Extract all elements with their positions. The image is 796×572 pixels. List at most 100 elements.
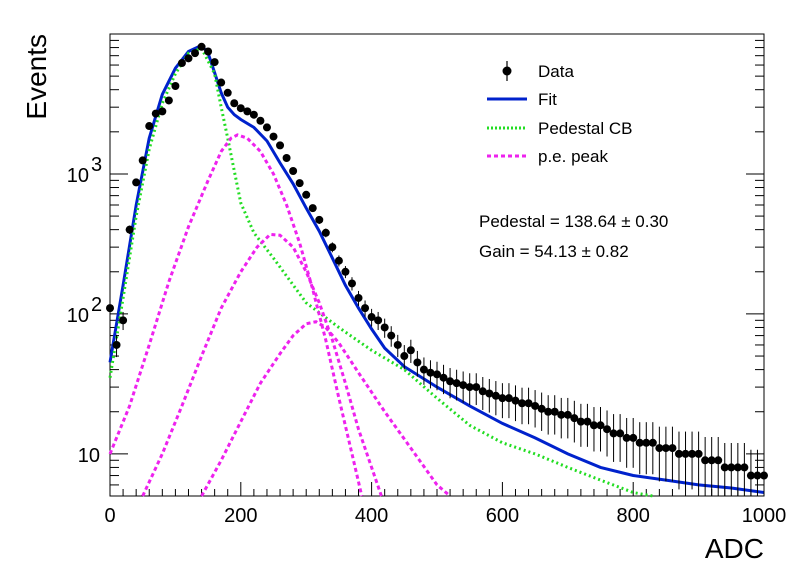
data-point xyxy=(655,426,664,482)
data-marker xyxy=(740,463,749,472)
data-point xyxy=(740,442,749,496)
data-marker xyxy=(387,331,396,340)
data-marker xyxy=(119,316,128,325)
x-tick-label: 1000 xyxy=(742,505,787,527)
data-marker xyxy=(269,132,278,141)
data-point xyxy=(570,400,579,443)
data-marker xyxy=(603,425,612,434)
data-marker xyxy=(236,104,245,113)
data-marker xyxy=(674,449,683,458)
data-marker xyxy=(707,456,716,465)
data-marker xyxy=(262,123,271,132)
data-point xyxy=(714,436,723,496)
data-marker xyxy=(694,449,703,458)
data-point xyxy=(276,141,285,150)
data-marker xyxy=(282,154,291,163)
data-point xyxy=(589,407,598,452)
data-point xyxy=(400,345,409,370)
data-marker xyxy=(400,352,409,361)
data-marker xyxy=(361,304,370,313)
gain-annotation: Gain = 54.13 ± 0.82 xyxy=(479,242,629,261)
data-marker xyxy=(419,365,428,374)
y-tick-exponent: 2 xyxy=(91,294,102,316)
data-point xyxy=(217,78,226,87)
data-point xyxy=(341,266,350,279)
data-marker xyxy=(720,463,729,472)
data-marker xyxy=(112,340,121,349)
data-marker xyxy=(583,417,592,426)
data-marker xyxy=(289,166,298,175)
legend-pe-label: p.e. peak xyxy=(538,147,608,166)
data-point xyxy=(648,422,657,475)
data-point xyxy=(308,204,317,213)
data-point xyxy=(688,431,697,490)
data-marker xyxy=(655,444,664,453)
data-point xyxy=(694,431,703,490)
data-point xyxy=(635,422,644,475)
data-marker xyxy=(151,109,160,118)
data-point xyxy=(459,371,468,403)
data-point xyxy=(472,373,481,406)
x-tick-label: 400 xyxy=(355,505,388,527)
data-marker xyxy=(132,178,141,187)
x-tick-label: 200 xyxy=(224,505,257,527)
data-point xyxy=(328,242,337,253)
data-marker xyxy=(504,394,513,403)
data-point xyxy=(302,190,311,199)
data-point xyxy=(315,215,324,224)
data-marker xyxy=(210,58,219,67)
data-marker xyxy=(439,373,448,382)
data-point xyxy=(119,311,128,331)
data-point xyxy=(151,109,160,118)
data-point xyxy=(524,387,533,425)
data-marker xyxy=(249,110,258,119)
data-point xyxy=(616,414,625,462)
data-marker xyxy=(518,399,527,408)
data-point xyxy=(413,350,422,377)
data-marker xyxy=(498,394,507,403)
data-point xyxy=(269,132,278,141)
data-point xyxy=(544,395,553,435)
data-point xyxy=(406,339,415,363)
data-point xyxy=(393,334,402,358)
data-point xyxy=(262,123,271,132)
data-point xyxy=(112,334,121,358)
data-point xyxy=(223,88,232,97)
data-marker xyxy=(733,463,742,472)
data-marker xyxy=(393,340,402,349)
data-marker xyxy=(537,404,546,413)
data-point xyxy=(720,442,729,496)
data-marker xyxy=(524,399,533,408)
data-marker xyxy=(688,449,697,458)
x-axis: 0 200 400 600 800 1000 xyxy=(104,482,786,527)
data-point xyxy=(753,449,762,496)
data-marker xyxy=(485,389,494,398)
data-marker xyxy=(629,433,638,442)
pe-peak-curve xyxy=(141,232,383,497)
data-marker xyxy=(557,410,566,419)
data-marker xyxy=(341,267,350,276)
data-marker xyxy=(433,370,441,379)
data-point xyxy=(465,373,474,406)
data-marker xyxy=(727,463,736,472)
data-marker xyxy=(256,116,265,125)
data-point xyxy=(563,397,572,439)
data-point xyxy=(583,403,592,447)
data-point xyxy=(746,449,755,496)
data-point xyxy=(452,369,461,401)
data-point xyxy=(609,414,618,462)
data-marker xyxy=(302,190,311,199)
data-point xyxy=(230,99,239,108)
data-marker xyxy=(511,396,520,405)
data-marker xyxy=(308,204,317,213)
data-points xyxy=(106,42,768,496)
data-marker xyxy=(544,407,553,416)
data-point xyxy=(498,383,507,419)
data-point xyxy=(603,410,612,457)
x-tick-label: 0 xyxy=(104,505,115,527)
data-point xyxy=(760,449,768,496)
data-marker xyxy=(230,99,239,108)
y-tick-label: 10 xyxy=(78,445,100,467)
data-point xyxy=(236,104,245,113)
